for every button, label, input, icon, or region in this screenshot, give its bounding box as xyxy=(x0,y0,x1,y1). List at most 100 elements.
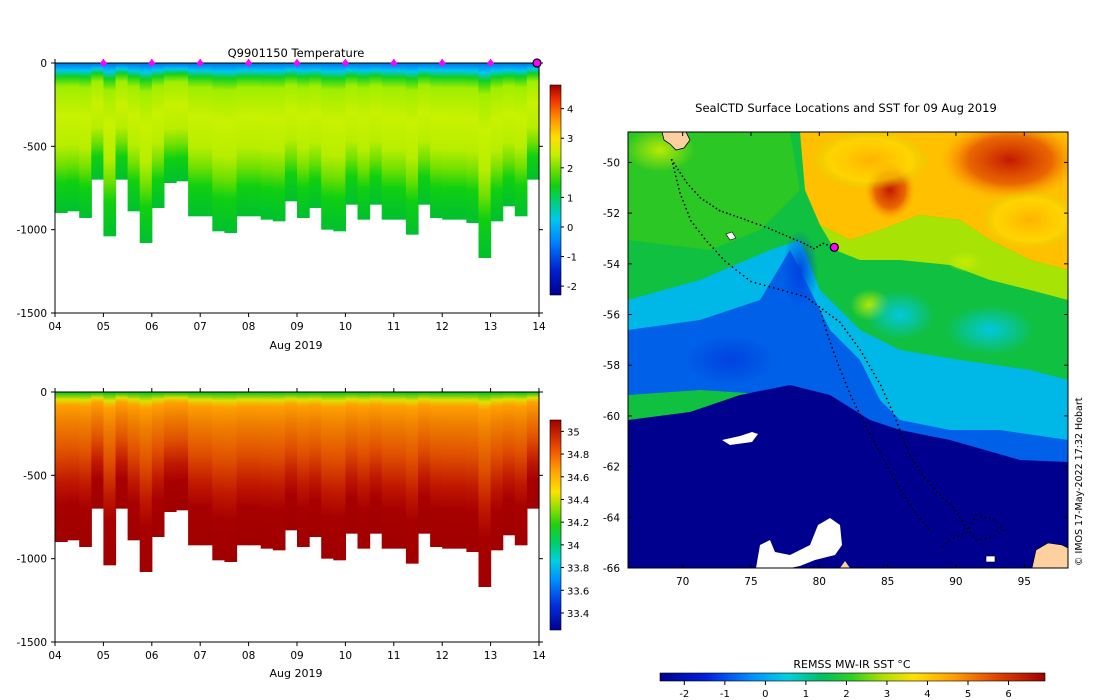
track-point xyxy=(729,213,732,216)
sst-warm-core-east xyxy=(940,132,1068,200)
profile-column xyxy=(369,392,383,534)
track-point xyxy=(984,537,987,540)
profile-column xyxy=(526,63,540,180)
sst-yellow-eddy-2 xyxy=(947,252,983,272)
track-point xyxy=(952,506,955,509)
track-point xyxy=(918,469,921,472)
track-point xyxy=(725,212,728,215)
track-point xyxy=(945,542,947,545)
land-south-tip xyxy=(840,561,850,568)
track-point xyxy=(902,437,904,439)
track-point xyxy=(864,425,867,427)
sst-band-blue xyxy=(628,250,1068,470)
track-point xyxy=(846,331,849,334)
salinity-panel: 04 05 06 07 08 09 10 11 12 13 14 0 -500 -1000 -1500 A… xyxy=(16,387,589,680)
track-point xyxy=(819,310,822,313)
track-point xyxy=(682,199,684,202)
track-point xyxy=(804,295,807,298)
colorbar-tick-label: 0 xyxy=(567,223,573,234)
profile-column xyxy=(260,63,274,220)
track-point xyxy=(767,227,770,230)
track-point xyxy=(759,283,761,285)
track-point xyxy=(692,223,695,226)
track-point xyxy=(909,504,912,506)
track-point xyxy=(970,522,973,525)
seal-track-south-return xyxy=(818,306,930,531)
track-point xyxy=(881,455,884,458)
track-point xyxy=(972,535,975,538)
profile-column xyxy=(115,392,129,509)
track-point xyxy=(866,428,869,431)
track-point xyxy=(868,432,871,435)
seal-track-north xyxy=(670,158,832,250)
colorbar-tick-label: 34.8 xyxy=(567,450,589,461)
map-y-tick-label: -54 xyxy=(603,259,620,271)
profile-column xyxy=(188,63,201,217)
track-point xyxy=(743,218,746,221)
profile-column xyxy=(139,392,153,572)
x-tick-label: 06 xyxy=(145,650,159,662)
colorbar-tick-label: 34.4 xyxy=(567,495,589,506)
track-point xyxy=(949,503,951,506)
profile-column xyxy=(248,392,262,546)
temperature-columns xyxy=(55,63,540,258)
profile-column xyxy=(333,63,346,232)
profile-column xyxy=(55,63,68,213)
track-point xyxy=(696,193,699,196)
profile-column xyxy=(284,392,298,531)
track-point xyxy=(771,228,774,231)
profile-column xyxy=(163,392,177,512)
colorbar-tick-label: 34.6 xyxy=(567,473,589,484)
track-point xyxy=(855,406,858,408)
colorbar-tick-label: -1 xyxy=(567,253,577,264)
track-point xyxy=(685,207,688,210)
track-point xyxy=(673,171,676,174)
map-x-tick-label: 85 xyxy=(881,576,894,588)
track-point xyxy=(911,507,914,510)
track-point xyxy=(885,397,888,400)
track-point xyxy=(863,356,866,359)
sst-colorbar xyxy=(659,672,1046,682)
latest-profile-marker xyxy=(532,58,542,68)
track-point xyxy=(738,271,741,274)
x-tick-label: 13 xyxy=(484,321,497,333)
map-y-tick-label: -56 xyxy=(603,310,620,322)
track-point xyxy=(702,199,705,201)
track-point xyxy=(948,539,951,542)
y-tick-label: -500 xyxy=(23,470,47,482)
track-point xyxy=(993,534,996,536)
profile-column xyxy=(297,392,310,547)
x-tick-label: 10 xyxy=(339,321,352,333)
salinity-columns xyxy=(55,392,540,587)
profile-column xyxy=(224,392,238,562)
track-point xyxy=(957,535,959,538)
track-point xyxy=(826,243,828,246)
sst-colorbar-tick-label: -1 xyxy=(720,689,730,700)
sst-blue-patch xyxy=(685,335,775,385)
track-point xyxy=(731,266,734,268)
track-point xyxy=(789,236,791,239)
profile-marker xyxy=(487,59,495,67)
track-point xyxy=(759,224,762,227)
x-tick-label: 05 xyxy=(97,650,110,662)
track-point xyxy=(792,238,795,240)
track-point xyxy=(895,482,898,484)
track-point xyxy=(844,328,846,330)
colorbar-tick-label: 1 xyxy=(567,193,573,204)
profile-column xyxy=(309,392,322,537)
track-point xyxy=(916,514,919,517)
salinity-colorbar xyxy=(549,419,562,631)
track-point xyxy=(909,454,912,457)
track-point xyxy=(935,491,938,493)
track-point xyxy=(889,406,892,409)
profile-column xyxy=(248,63,262,217)
track-point xyxy=(832,316,834,318)
track-point xyxy=(672,167,675,170)
track-point xyxy=(825,311,828,313)
track-point xyxy=(806,244,809,247)
profile-marker xyxy=(438,59,446,67)
profile-column xyxy=(297,63,310,218)
profile-column xyxy=(430,63,443,218)
profile-column xyxy=(466,63,480,223)
track-point xyxy=(929,483,932,486)
